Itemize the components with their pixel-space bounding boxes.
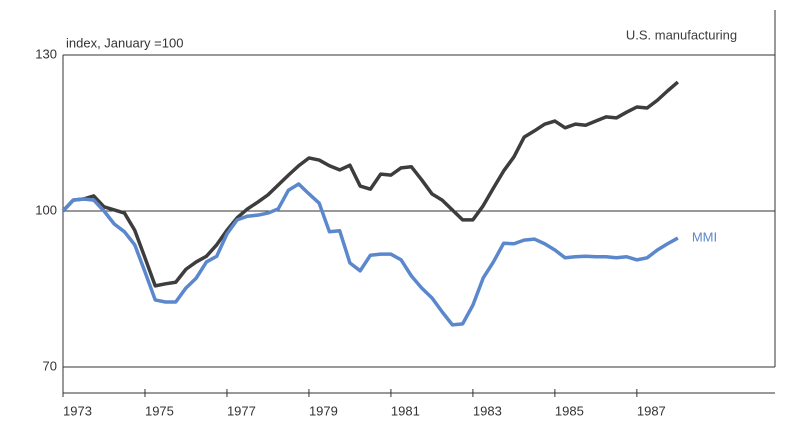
x-tick-label: 1973 bbox=[63, 403, 92, 418]
x-tick-label: 1981 bbox=[391, 403, 420, 418]
axis-annotation: index, January =100 bbox=[66, 35, 183, 50]
series-line bbox=[61, 182, 679, 327]
x-tick-label: 1987 bbox=[637, 403, 666, 418]
x-tick-label: 1975 bbox=[145, 403, 174, 418]
series-line bbox=[61, 80, 679, 288]
y-tick-label: 130 bbox=[35, 46, 57, 61]
y-tick-label: 70 bbox=[43, 358, 57, 373]
x-tick-label: 1985 bbox=[555, 403, 584, 418]
series-label: U.S. manufacturing bbox=[626, 27, 737, 42]
x-tick-label: 1983 bbox=[473, 403, 502, 418]
y-tick-label: 100 bbox=[35, 202, 57, 217]
x-tick-label: 1979 bbox=[309, 403, 338, 418]
series-label: MMI bbox=[692, 229, 717, 244]
x-tick-label: 1977 bbox=[227, 403, 256, 418]
